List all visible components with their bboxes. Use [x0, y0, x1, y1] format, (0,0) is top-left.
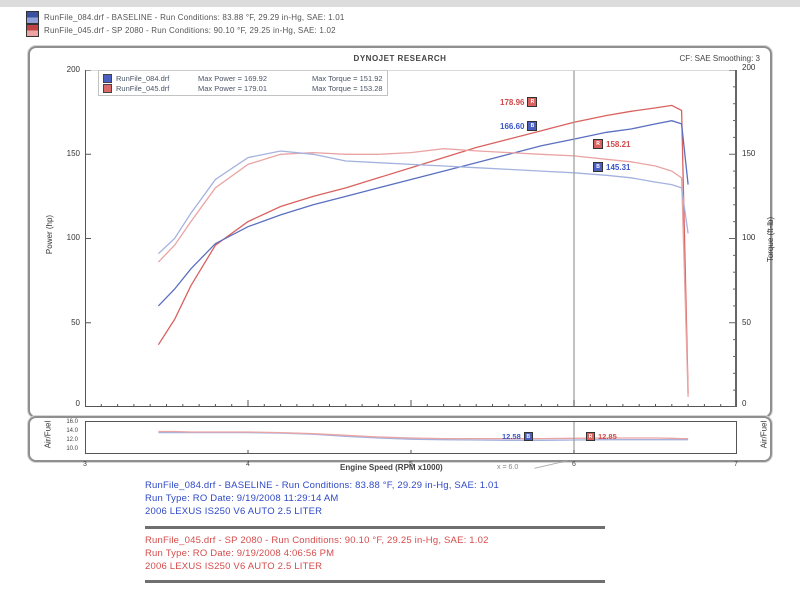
sp2080-run-line: RunFile_045.drf - SP 2080 - Run Conditio…: [145, 535, 489, 546]
cursor-power-sp2080-label: 178.96 R: [500, 97, 538, 107]
cursor-value: 178.96: [500, 97, 525, 107]
airfuel-axis-label-right: Air/Fuel: [759, 420, 769, 449]
axis-tick-label: 3: [83, 461, 87, 468]
cursor-value: 12.58: [502, 432, 521, 441]
blue-run-marker-icon: B: [527, 121, 538, 131]
airfuel-axis-label: Air/Fuel: [43, 420, 53, 449]
cursor-value: 166.60: [500, 121, 525, 131]
axis-tick-label: 4: [246, 461, 250, 468]
legend-max-power: Max Power = 179.01: [198, 83, 267, 93]
axis-tick-label: 0: [75, 399, 80, 408]
cursor-power-baseline-label: 166.60 B: [500, 121, 538, 131]
dynojet-brand-title: DYNOJET RESEARCH: [353, 54, 447, 63]
header-run-legend: RunFile_084.drf - BASELINE - Run Conditi…: [26, 11, 345, 37]
header-run-baseline: RunFile_084.drf - BASELINE - Run Conditi…: [26, 11, 345, 24]
axis-tick-label: 200: [742, 63, 756, 72]
cursor-torque-sp2080-label: R 158.21: [593, 139, 630, 149]
axis-tick-label: 150: [742, 149, 756, 158]
axis-tick-label: 7: [734, 461, 738, 468]
divider-rule: [145, 580, 605, 583]
main-chart-panel: DYNOJET RESEARCH CF: SAE Smoothing: 3: [28, 46, 772, 418]
cursor-afr-sp2080-label: R 12.85: [586, 432, 617, 441]
sp2080-legend-swatch-icon: [103, 83, 112, 93]
divider-rule: [145, 526, 605, 529]
axis-tick-label: 14.0: [66, 428, 78, 434]
axis-tick-label: 50: [71, 318, 80, 327]
axis-tick-label: 5: [409, 461, 413, 468]
axis-tick-label: 0: [742, 399, 747, 408]
baseline-run-line: Run Type: RO Date: 9/19/2008 11:29:14 AM: [145, 493, 339, 504]
cursor-position-note: x = 6.0: [497, 464, 519, 471]
header-run-label: RunFile_084.drf - BASELINE - Run Conditi…: [44, 13, 345, 22]
axis-tick-label: 16.0: [66, 419, 78, 425]
red-run-marker-icon: R: [586, 432, 595, 441]
blue-run-marker-icon: B: [523, 432, 533, 441]
cursor-value: 145.31: [606, 162, 631, 172]
correction-smoothing-label: CF: SAE Smoothing: 3: [679, 54, 760, 63]
axis-tick-label: 10.0: [66, 446, 78, 452]
sp2080-swatch-icon: [26, 24, 39, 37]
header-run-label: RunFile_045.drf - SP 2080 - Run Conditio…: [44, 26, 336, 35]
axis-tick-label: 150: [66, 149, 80, 158]
cursor-value: 12.85: [598, 432, 617, 441]
engine-speed-axis-label: Engine Speed (RPM x1000): [340, 463, 443, 472]
axis-tick-label: 12.0: [66, 437, 78, 443]
axis-tick-label: 100: [66, 233, 80, 242]
cursor-afr-baseline-label: 12.58 B: [502, 432, 533, 441]
axis-tick-label: 6: [572, 461, 576, 468]
legend-max-torque: Max Torque = 151.92: [312, 73, 383, 83]
sp2080-run-line: 2006 LEXUS IS250 V6 AUTO 2.5 LITER: [145, 561, 323, 572]
legend-file: RunFile_084.drf: [116, 73, 170, 83]
sp2080-run-line: Run Type: RO Date: 9/19/2008 4:06:56 PM: [145, 548, 335, 559]
power-torque-plot: [85, 70, 737, 407]
torque-axis-label: Torque (ft-lb): [766, 216, 776, 263]
airfuel-plot: [85, 421, 737, 454]
header-run-sp2080: RunFile_045.drf - SP 2080 - Run Conditio…: [26, 24, 345, 37]
legend-file: RunFile_045.drf: [116, 83, 170, 93]
baseline-swatch-icon: [26, 11, 39, 24]
baseline-run-line: RunFile_084.drf - BASELINE - Run Conditi…: [145, 480, 499, 491]
power-axis-label: Power (hp): [45, 214, 55, 255]
legend-row-sp2080: RunFile_045.drf Max Power = 179.01 Max T…: [103, 83, 383, 93]
axis-tick-label: 50: [742, 318, 751, 327]
legend-row-baseline: RunFile_084.drf Max Power = 169.92 Max T…: [103, 73, 383, 83]
footer-run-details: RunFile_084.drf - BASELINE - Run Conditi…: [145, 480, 605, 583]
axis-tick-label: 200: [66, 65, 80, 74]
cursor-value: 158.21: [606, 139, 631, 149]
baseline-legend-swatch-icon: [103, 73, 112, 83]
bottom-border-band: [0, 0, 800, 7]
red-run-marker-icon: R: [593, 139, 603, 149]
baseline-run-line: 2006 LEXUS IS250 V6 AUTO 2.5 LITER: [145, 506, 323, 517]
cursor-torque-baseline-label: B 145.31: [593, 162, 630, 172]
blue-run-marker-icon: B: [593, 162, 603, 172]
legend-max-power: Max Power = 169.92: [198, 73, 267, 83]
red-run-marker-icon: R: [527, 97, 538, 107]
legend-max-torque: Max Torque = 153.28: [312, 83, 383, 93]
axis-tick-label: 100: [742, 233, 756, 242]
